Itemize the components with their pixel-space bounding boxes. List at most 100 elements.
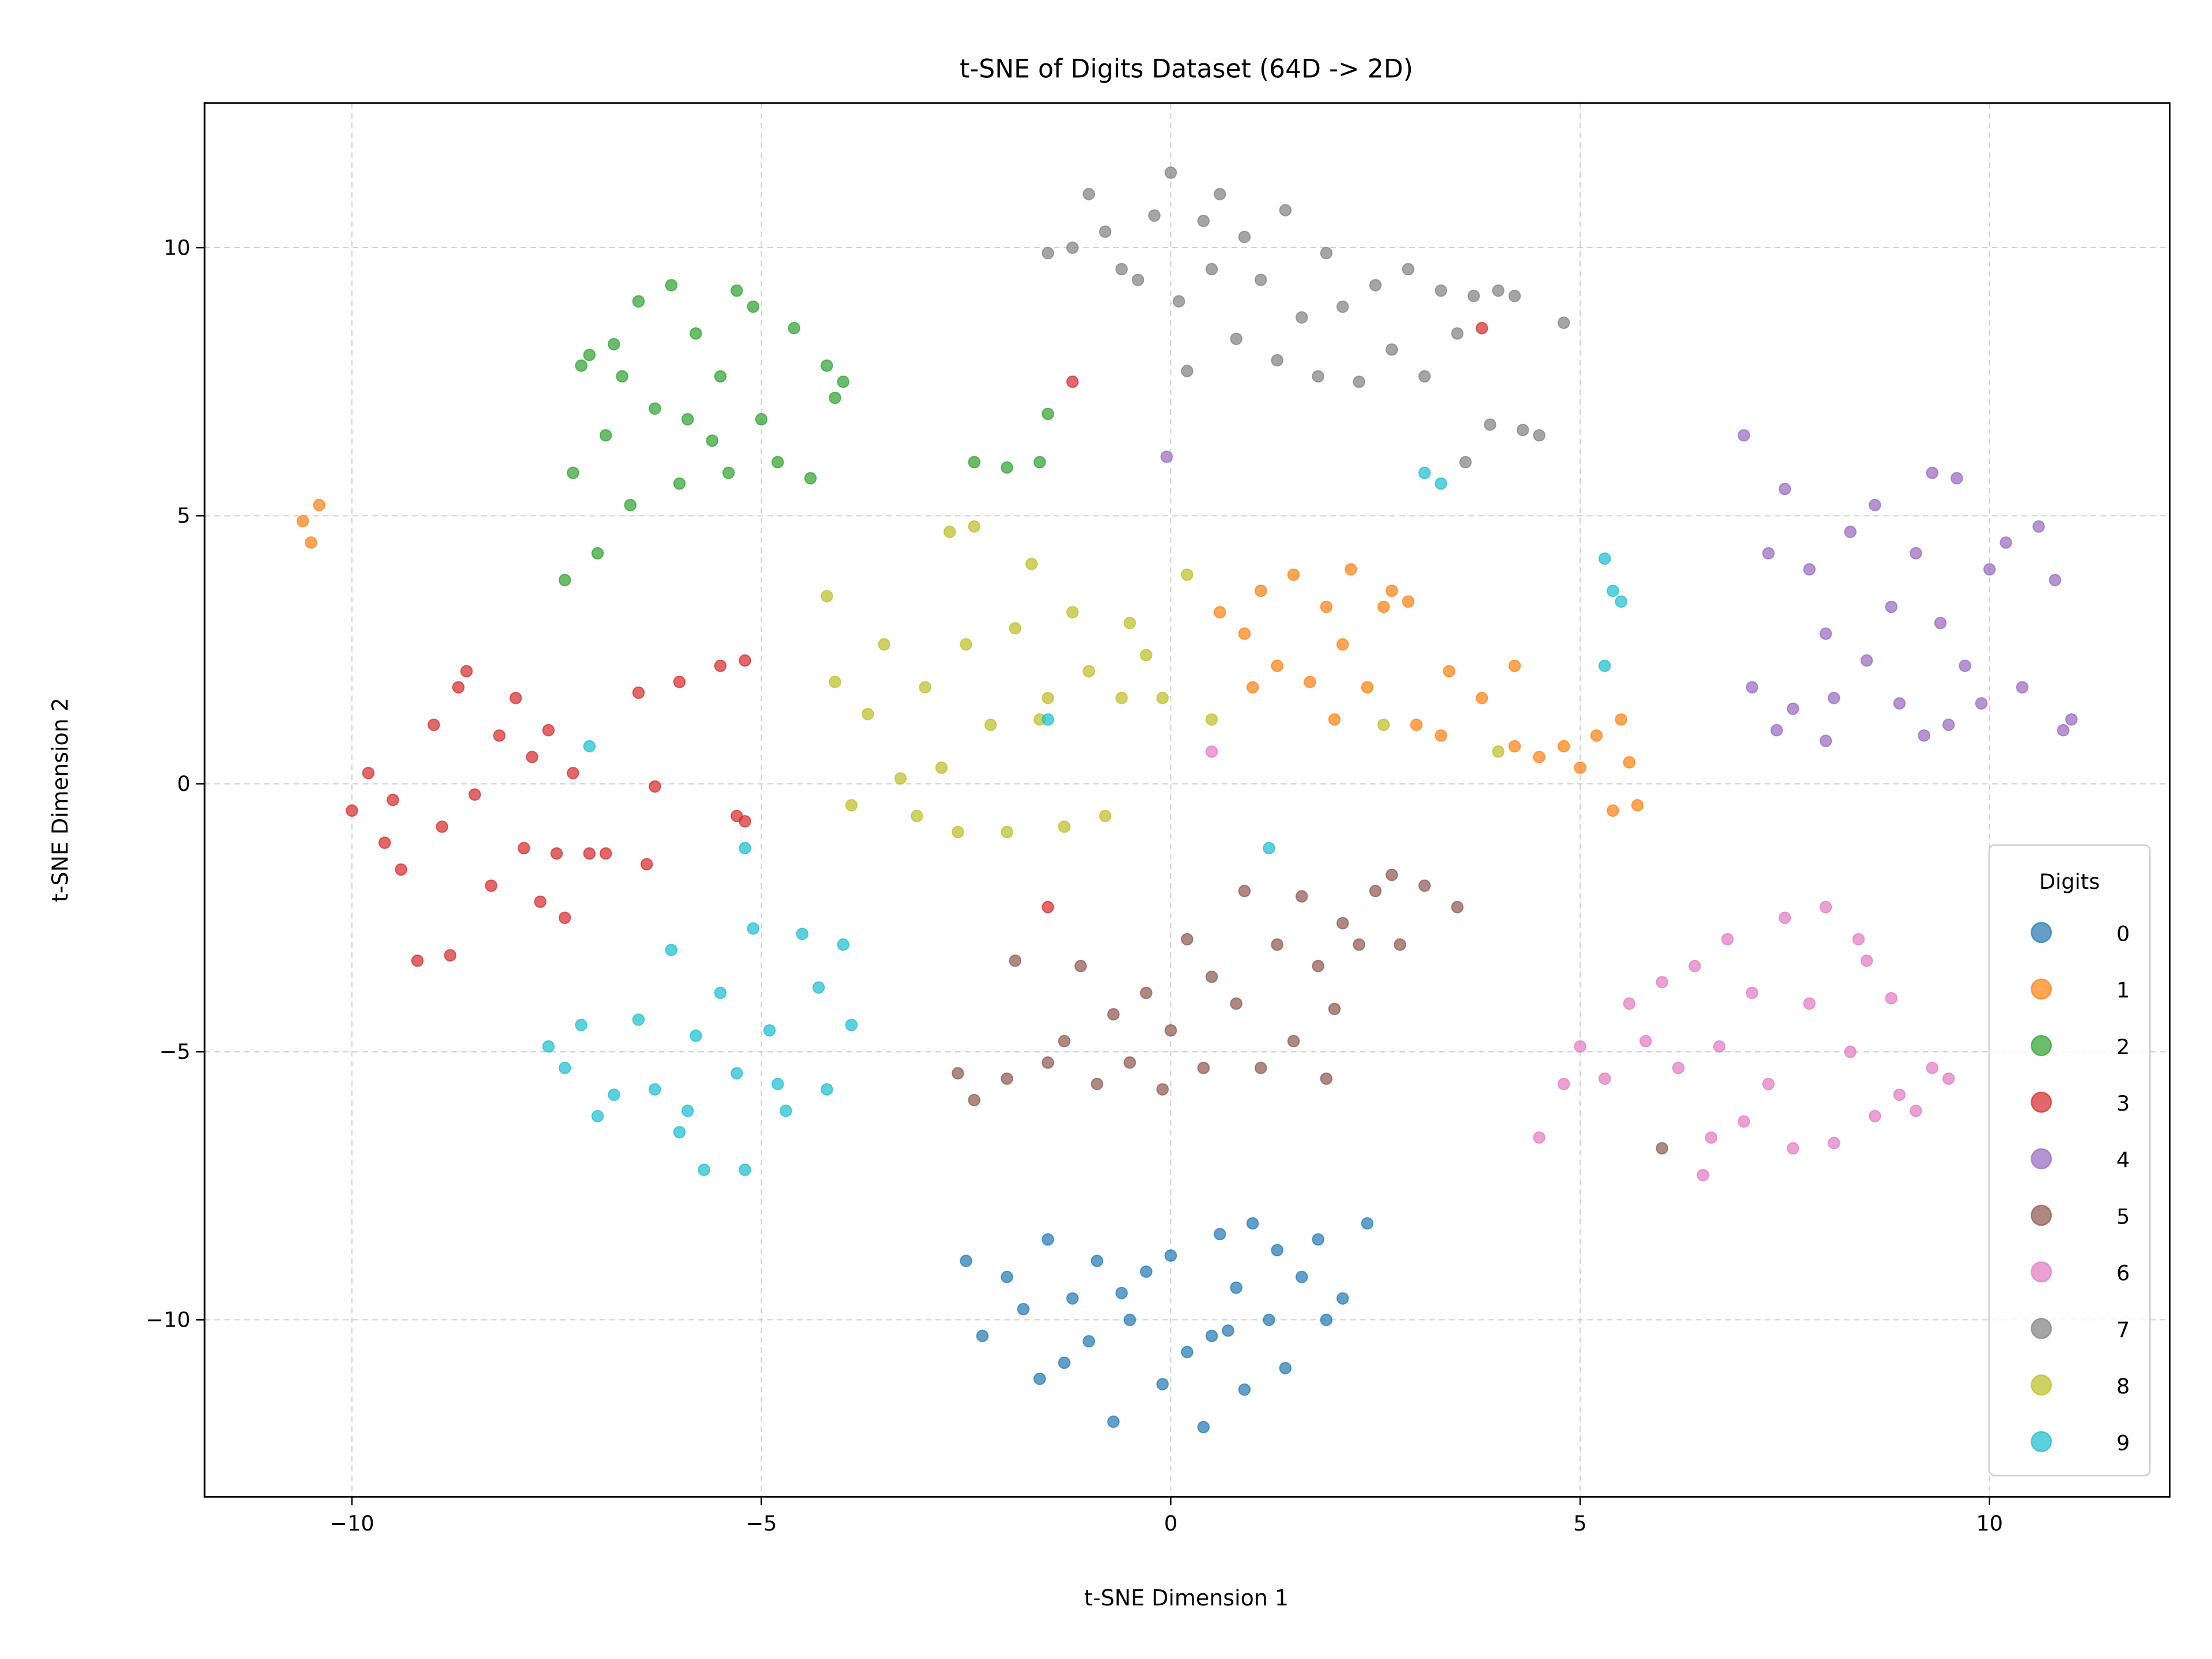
data-point-digit-5 — [1058, 1035, 1071, 1048]
data-point-digit-6 — [1574, 1040, 1586, 1053]
data-point-digit-4 — [1827, 691, 1840, 704]
data-point-digit-0 — [1066, 1292, 1079, 1305]
data-point-digit-4 — [1942, 718, 1955, 732]
data-point-digit-7 — [1467, 290, 1480, 302]
legend: Digits 0 1 2 3 4 5 6 7 8 9 — [1988, 844, 2151, 1476]
legend-marker-digit-0 — [2031, 922, 2052, 944]
data-point-digit-2 — [566, 467, 579, 479]
data-point-digit-9 — [1418, 467, 1431, 479]
data-point-digit-1 — [1508, 740, 1521, 753]
data-point-digit-3 — [714, 660, 727, 672]
data-point-digit-7 — [1320, 247, 1333, 260]
data-point-digit-1 — [1631, 799, 1644, 812]
data-point-digit-2 — [747, 300, 760, 313]
data-point-digit-1 — [1254, 584, 1267, 597]
data-point-digit-7 — [1557, 316, 1570, 329]
data-point-digit-5 — [1369, 884, 1382, 897]
data-point-digit-1 — [1287, 568, 1300, 581]
data-point-digit-6 — [1893, 1088, 1906, 1101]
data-point-digit-1 — [1533, 751, 1546, 763]
data-point-digit-6 — [1803, 997, 1816, 1010]
data-point-digit-1 — [1442, 665, 1456, 677]
data-point-digit-9 — [820, 1083, 834, 1096]
plot-frame — [203, 102, 2171, 1498]
data-point-digit-1 — [1590, 729, 1603, 742]
data-point-digit-6 — [1737, 1115, 1751, 1128]
legend-label-digit-6: 6 — [2116, 1261, 2130, 1286]
legend-label-digit-7: 7 — [2116, 1317, 2130, 1342]
scatter-points — [296, 166, 2078, 1434]
data-point-digit-6 — [1762, 1078, 1775, 1090]
data-point-digit-2 — [665, 279, 678, 291]
data-point-digit-4 — [1975, 697, 1988, 710]
data-point-digit-3 — [558, 911, 571, 925]
data-point-digit-3 — [640, 858, 653, 871]
data-point-digit-4 — [1762, 547, 1775, 560]
data-point-digit-7 — [1213, 188, 1226, 200]
data-point-digit-9 — [1434, 477, 1448, 490]
data-point-digit-0 — [1361, 1217, 1374, 1230]
data-point-digit-4 — [2065, 713, 2078, 726]
data-point-digit-9 — [1263, 842, 1275, 855]
data-point-digit-0 — [1017, 1302, 1030, 1316]
data-point-digit-8 — [919, 681, 931, 694]
series-digit-5 — [952, 869, 1669, 1155]
series-digit-1 — [296, 498, 1644, 817]
data-point-digit-0 — [960, 1255, 972, 1267]
data-point-digit-1 — [1508, 660, 1521, 672]
data-point-digit-9 — [1041, 713, 1054, 726]
data-point-digit-9 — [1615, 595, 1627, 608]
data-point-digit-2 — [820, 359, 834, 372]
data-point-digit-2 — [591, 547, 604, 560]
legend-label-digit-9: 9 — [2116, 1430, 2130, 1455]
data-point-digit-0 — [976, 1330, 989, 1342]
data-point-digit-4 — [1869, 498, 1881, 512]
data-point-digit-9 — [665, 944, 678, 956]
data-point-digit-6 — [1533, 1131, 1546, 1144]
legend-label-digit-5: 5 — [2116, 1204, 2130, 1229]
data-point-digit-0 — [1164, 1249, 1177, 1262]
data-point-digit-9 — [714, 986, 727, 999]
data-point-digit-5 — [1181, 933, 1194, 946]
data-point-digit-8 — [1099, 809, 1112, 823]
data-point-digit-2 — [583, 349, 596, 361]
data-point-digit-3 — [649, 780, 661, 793]
data-point-digit-1 — [1304, 676, 1316, 688]
data-point-digit-4 — [1745, 681, 1759, 694]
data-point-digit-4 — [1918, 729, 1930, 742]
data-point-digit-5 — [1230, 997, 1243, 1010]
chart-title: t-SNE of Digits Dataset (64D -> 2D) — [960, 55, 1413, 84]
legend-marker-digit-9 — [2031, 1431, 2052, 1452]
data-point-digit-4 — [2048, 574, 2062, 586]
data-point-digit-8 — [845, 799, 858, 812]
data-point-digit-1 — [1336, 638, 1349, 651]
series-digit-9 — [542, 467, 1627, 1176]
data-point-digit-9 — [771, 1078, 784, 1090]
data-point-digit-0 — [1033, 1372, 1046, 1385]
data-point-digit-6 — [1942, 1072, 1955, 1085]
data-point-digit-7 — [1508, 290, 1521, 302]
legend-label-digit-3: 3 — [2116, 1091, 2130, 1116]
data-point-digit-2 — [804, 472, 817, 484]
data-point-digit-1 — [1238, 627, 1251, 640]
data-point-digit-6 — [1672, 1062, 1685, 1074]
data-point-digit-3 — [550, 847, 563, 860]
data-point-digit-8 — [1082, 665, 1096, 677]
data-point-digit-5 — [968, 1093, 981, 1107]
data-point-digit-8 — [984, 718, 997, 732]
data-point-digit-5 — [1451, 900, 1464, 914]
data-point-digit-8 — [820, 590, 834, 603]
data-point-digit-4 — [1926, 467, 1939, 479]
series-digit-3 — [346, 321, 1488, 967]
data-point-digit-8 — [1009, 622, 1022, 635]
data-point-digit-3 — [517, 842, 531, 855]
data-point-digit-2 — [1033, 456, 1046, 469]
data-point-digit-7 — [1115, 263, 1128, 276]
data-point-digit-1 — [1361, 681, 1374, 694]
data-point-digit-5 — [1336, 916, 1349, 930]
data-point-digit-2 — [828, 391, 842, 404]
data-point-digit-7 — [1353, 375, 1366, 388]
data-point-digit-6 — [1778, 911, 1791, 925]
data-point-digit-0 — [1107, 1415, 1120, 1428]
